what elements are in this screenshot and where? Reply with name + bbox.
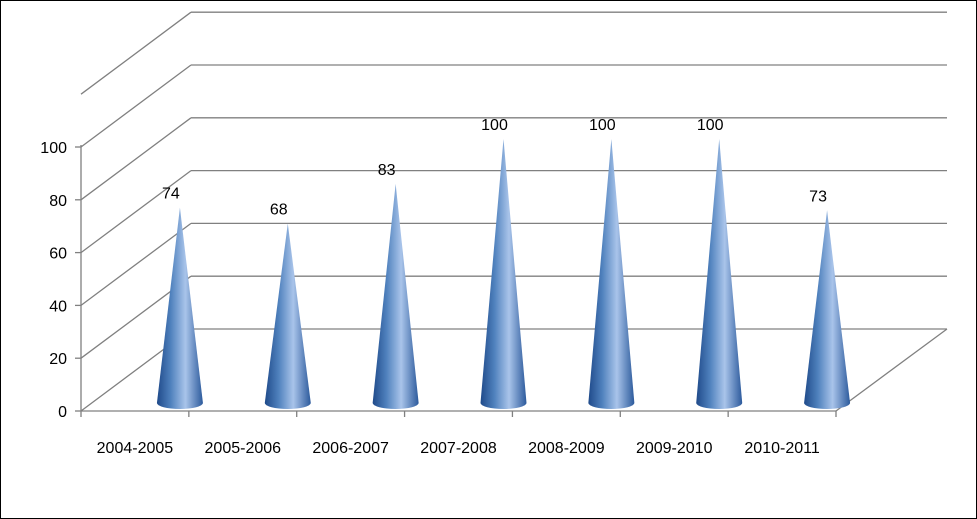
cone-2007-2008	[480, 139, 527, 409]
data-label: 100	[697, 117, 724, 134]
data-label: 100	[481, 117, 508, 134]
cone-2010-2011	[804, 210, 851, 409]
data-label: 68	[270, 201, 288, 218]
side-gridline	[80, 11, 192, 95]
side-gridline	[80, 64, 192, 148]
floor-right-edge	[835, 328, 948, 412]
x-tick-label: 2009-2010	[636, 440, 713, 457]
cone-2008-2009	[588, 139, 635, 409]
cone-body	[372, 183, 419, 409]
cone-2004-2005	[156, 207, 203, 409]
y-tick-label: 60	[49, 246, 67, 263]
label-layer: 0 20 40 60 80 100 74 2004-2005 68 2005-2006 83 2006…	[40, 117, 827, 457]
x-tick-label: 2010-2011	[744, 440, 819, 457]
x-tick-label: 2006-2007	[312, 440, 389, 457]
cone-body	[696, 139, 743, 409]
x-tick-label: 2008-2009	[528, 440, 605, 457]
cone-body	[480, 139, 527, 409]
data-label: 100	[589, 117, 616, 134]
cone-layer	[156, 139, 851, 409]
cone-2005-2006	[264, 223, 311, 409]
x-tick-label: 2004-2005	[97, 440, 174, 457]
cone-body	[804, 210, 851, 409]
cone-body	[588, 139, 635, 409]
axis-layer	[75, 145, 948, 417]
x-tick-label: 2005-2006	[205, 440, 282, 457]
y-tick-label: 40	[49, 298, 67, 315]
data-label: 73	[809, 188, 827, 205]
y-tick-label: 80	[49, 193, 67, 210]
y-tick-label: 0	[58, 404, 67, 421]
x-tick-label: 2007-2008	[420, 440, 497, 457]
cone-body	[156, 207, 203, 409]
y-tick-label: 100	[40, 140, 67, 157]
side-gridline	[80, 170, 192, 254]
side-gridline	[80, 222, 192, 306]
grid-layer	[80, 11, 947, 412]
y-tick-label: 20	[49, 351, 67, 368]
side-gridline	[80, 117, 192, 201]
cone-2006-2007	[372, 183, 419, 409]
data-label: 74	[162, 186, 180, 203]
data-label: 83	[378, 162, 396, 179]
cone-2009-2010	[696, 139, 743, 409]
cone-body	[264, 223, 311, 409]
